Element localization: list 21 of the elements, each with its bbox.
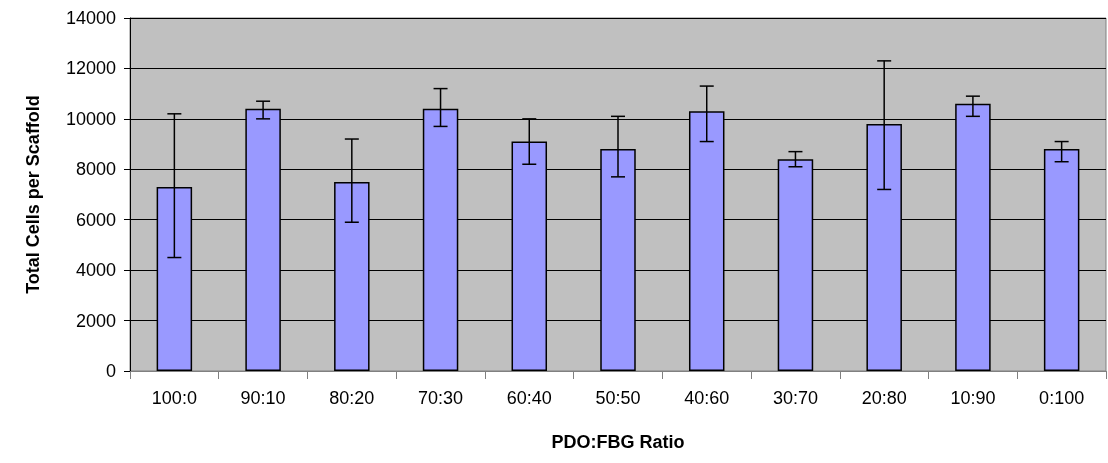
- x-tick-label: 10:90: [950, 388, 996, 408]
- x-tick-label: 40:60: [684, 388, 730, 408]
- y-tick-label: 6000: [75, 209, 116, 230]
- y-tick-label: 4000: [75, 260, 116, 281]
- y-tick-label: 8000: [75, 159, 116, 180]
- y-axis-title: Total Cells per Scaffold: [23, 95, 43, 294]
- x-tick-label: 20:80: [861, 388, 907, 408]
- x-tick-label: 80:20: [329, 388, 375, 408]
- y-tick-label: 12000: [65, 58, 116, 79]
- x-tick-label: 100:0: [151, 388, 197, 408]
- y-tick-label: 10000: [65, 108, 116, 129]
- x-axis-title: PDO:FBG Ratio: [551, 432, 685, 452]
- y-tick-label: 2000: [75, 310, 116, 331]
- x-tick-label: 90:10: [240, 388, 286, 408]
- x-tick-label: 30:70: [772, 388, 818, 408]
- y-tick-label: 0: [105, 361, 116, 381]
- x-tick-label: 70:30: [418, 388, 464, 408]
- x-tick-label: 0:100: [1039, 388, 1085, 408]
- x-tick-label: 60:40: [506, 388, 552, 408]
- y-tick-label: 14000: [65, 8, 116, 28]
- x-tick-label: 50:50: [595, 388, 641, 408]
